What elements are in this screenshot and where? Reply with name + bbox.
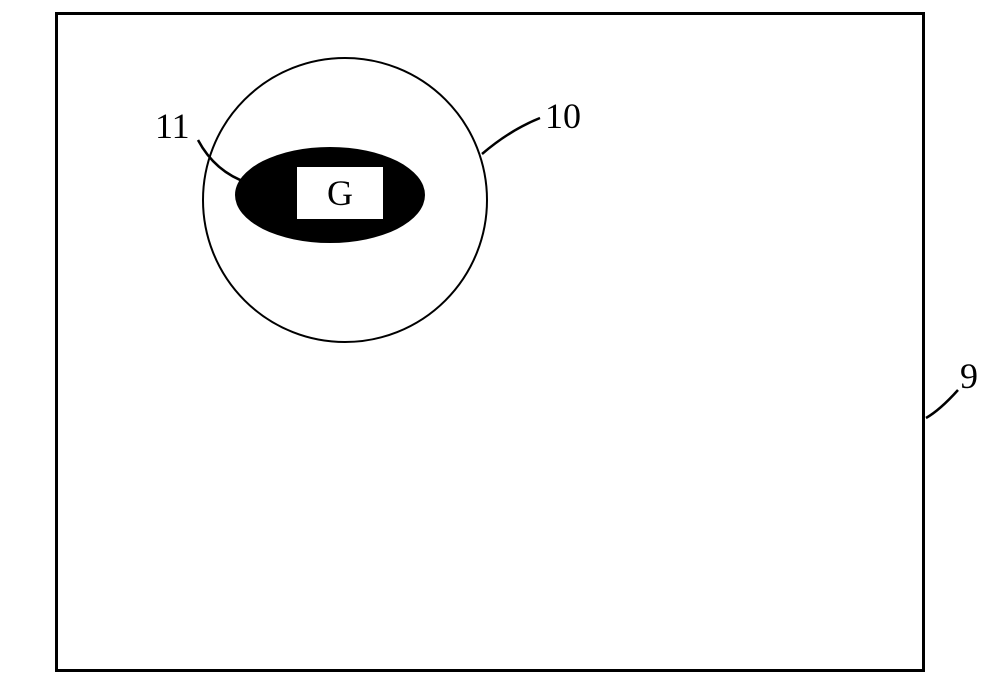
callout-label-10: 10 [545,95,581,137]
callout-label-9: 9 [960,355,978,397]
leader-lines [0,0,1000,684]
callout-label-11: 11 [155,105,190,147]
